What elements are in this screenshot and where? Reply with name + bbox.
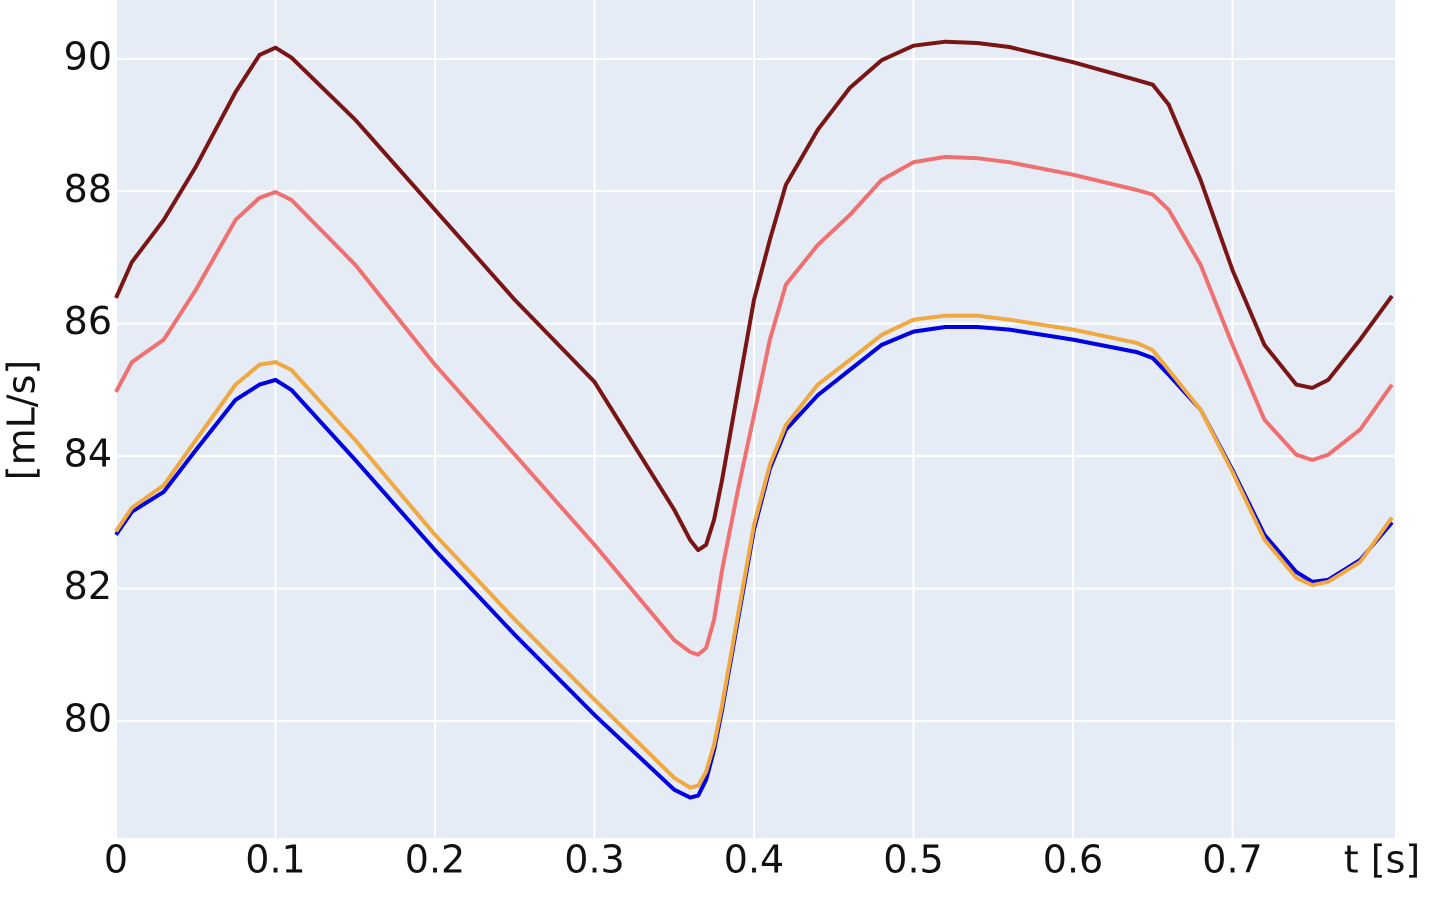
y-axis-label: [mL/s] [0, 360, 44, 480]
data-line [114, 154, 1394, 657]
x-tick-label: 0.7 [1202, 838, 1262, 882]
x-tick-label: 0 [104, 838, 128, 882]
x-tick-label: 0.3 [564, 838, 624, 882]
y-tick-label: 88 [64, 167, 112, 211]
x-tick-label: 0.2 [405, 838, 465, 882]
x-tick-label: 0.6 [1043, 838, 1103, 882]
x-tick-label: 0.5 [883, 838, 943, 882]
x-tick-label: 0.1 [245, 838, 305, 882]
y-tick-label: 90 [64, 34, 112, 78]
data-line [114, 39, 1394, 553]
data-line [114, 313, 1394, 790]
y-tick-label: 84 [64, 432, 112, 476]
x-axis-label: t [s] [1344, 838, 1420, 882]
y-tick-label: 82 [64, 564, 112, 608]
y-tick-label: 80 [64, 696, 112, 740]
y-tick-label: 86 [64, 299, 112, 343]
x-tick-label: 0.4 [724, 838, 784, 882]
